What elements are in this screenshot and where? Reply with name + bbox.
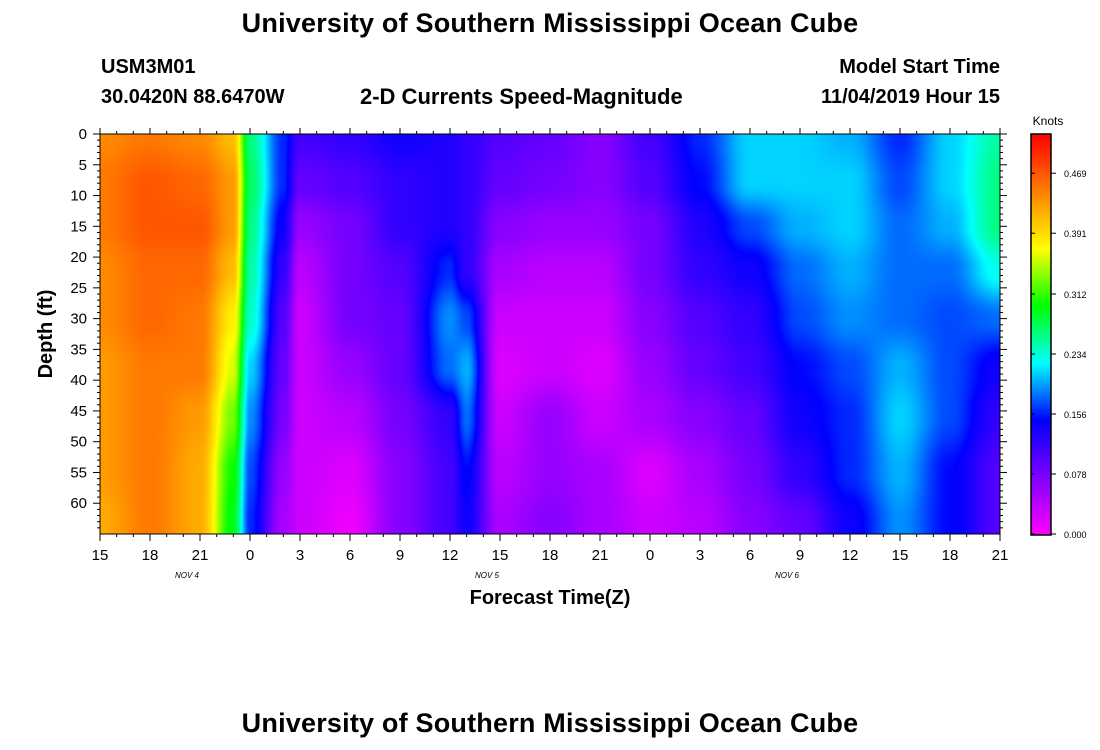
x-tick-label: 21 bbox=[592, 547, 609, 564]
x-tick-label: 3 bbox=[296, 547, 304, 564]
x-tick-label: 18 bbox=[142, 547, 159, 564]
y-tick-label: 20 bbox=[70, 249, 87, 266]
chart-subtitle: 2-D Currents Speed-Magnitude bbox=[360, 84, 683, 109]
colorbar-unit-label: Knots bbox=[1033, 114, 1064, 128]
station-coordinates: 30.0420N 88.6470W bbox=[101, 86, 285, 108]
y-tick-label: 25 bbox=[70, 280, 87, 297]
y-tick-label: 60 bbox=[70, 495, 87, 512]
x-tick-label: 21 bbox=[992, 547, 1009, 564]
colorbar-gradient bbox=[1031, 134, 1051, 535]
colorbar-tick-label: 0.156 bbox=[1064, 410, 1087, 420]
x-axis-label: Forecast Time(Z) bbox=[470, 587, 631, 609]
y-tick-label: 55 bbox=[70, 464, 87, 481]
plot-area bbox=[99, 133, 1001, 535]
y-tick-label: 30 bbox=[70, 311, 87, 328]
date-label: NOV 5 bbox=[475, 571, 500, 580]
x-tick-label: 18 bbox=[942, 547, 959, 564]
x-tick-label: 12 bbox=[442, 547, 459, 564]
date-label: NOV 4 bbox=[175, 571, 200, 580]
x-tick-label: 18 bbox=[542, 547, 559, 564]
colorbar-tick-label: 0.234 bbox=[1064, 350, 1087, 360]
y-axis-label: Depth (ft) bbox=[35, 290, 57, 379]
x-tick-label: 15 bbox=[92, 547, 109, 564]
y-tick-label: 40 bbox=[70, 372, 87, 389]
x-tick-label: 15 bbox=[892, 547, 909, 564]
x-tick-label: 0 bbox=[646, 547, 654, 564]
x-tick-label: 0 bbox=[246, 547, 254, 564]
model-start-label: Model Start Time bbox=[839, 56, 1000, 78]
x-tick-label: 9 bbox=[396, 547, 404, 564]
date-label: NOV 6 bbox=[775, 571, 800, 580]
colorbar: Knots 0.000 0.078 0.156 0.234 0.312 0.391 0.46… bbox=[1030, 114, 1087, 540]
x-tick-label: 9 bbox=[796, 547, 804, 564]
x-tick-label: 6 bbox=[746, 547, 754, 564]
chart-title: University of Southern Mississippi Ocean… bbox=[241, 8, 859, 38]
x-tick-label: 6 bbox=[346, 547, 354, 564]
y-tick-label: 50 bbox=[70, 434, 87, 451]
heatmap-field bbox=[100, 134, 1000, 534]
colorbar-tick-label: 0.000 bbox=[1064, 530, 1087, 540]
colorbar-frame bbox=[1030, 133, 1052, 536]
x-tick-label: 12 bbox=[842, 547, 859, 564]
colorbar-tick-label: 0.469 bbox=[1064, 169, 1087, 179]
model-start-value: 11/04/2019 Hour 15 bbox=[820, 86, 1000, 108]
heatmap-canvas bbox=[100, 134, 1000, 534]
colorbar-canvas bbox=[1031, 134, 1051, 535]
colorbar-tick-label: 0.312 bbox=[1064, 290, 1087, 300]
x-tick-label: 15 bbox=[492, 547, 509, 564]
axes: 15 18 21 0 3 6 9 12 15 18 21 0 3 6 9 12 15 18 21 NOV 4 NOV 5… bbox=[70, 126, 1008, 580]
footer-title: University of Southern Mississippi Ocean… bbox=[241, 708, 859, 738]
x-tick-label: 21 bbox=[192, 547, 209, 564]
colorbar-tick-label: 0.391 bbox=[1064, 229, 1087, 239]
colorbar-tick-label: 0.078 bbox=[1064, 470, 1087, 480]
y-tick-label: 0 bbox=[79, 126, 87, 143]
y-tick-label: 15 bbox=[70, 218, 87, 235]
y-tick-label: 10 bbox=[70, 188, 87, 205]
y-tick-label: 5 bbox=[79, 157, 87, 174]
y-tick-label: 45 bbox=[70, 403, 87, 420]
station-id: USM3M01 bbox=[101, 56, 196, 78]
y-tick-label: 35 bbox=[70, 341, 87, 358]
x-tick-label: 3 bbox=[696, 547, 704, 564]
